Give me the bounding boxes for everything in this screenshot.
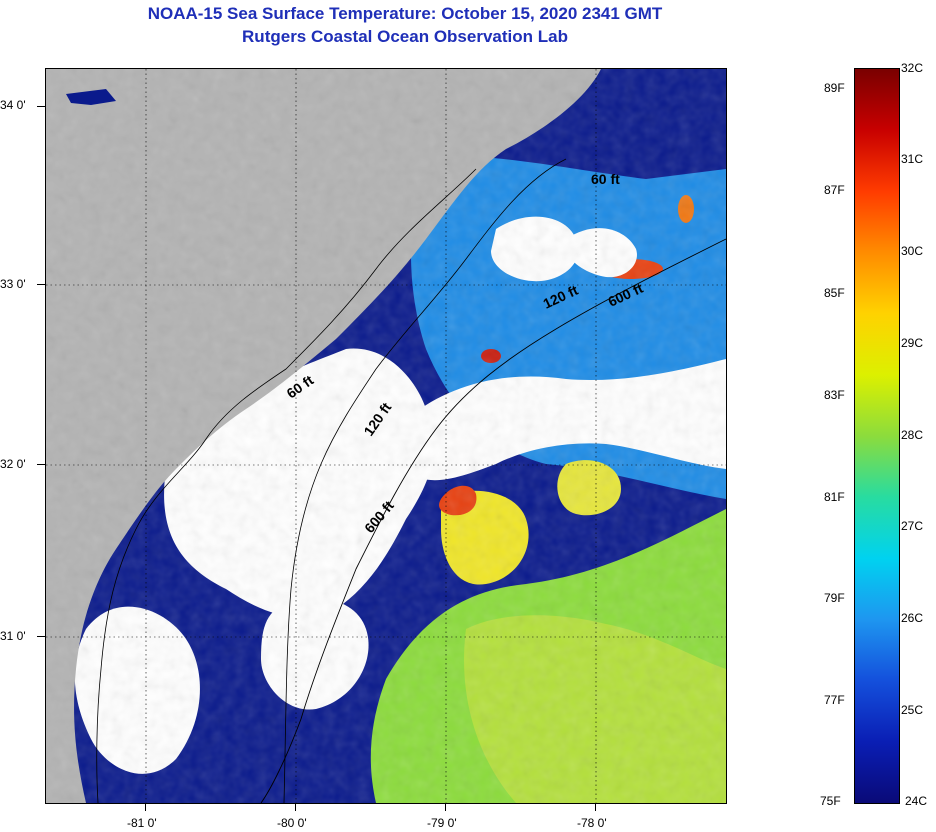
lat-label: 34 0' <box>0 98 26 112</box>
lat-tick <box>37 464 45 465</box>
lat-tick <box>37 284 45 285</box>
colorbar-f-label: 77F <box>824 693 845 707</box>
colorbar-f-label: 87F <box>824 183 845 197</box>
lat-label: 32 0' <box>0 457 26 471</box>
colorbar-c-label: 32C <box>901 61 924 75</box>
contour-120ft <box>283 158 567 803</box>
contour-600ft <box>260 238 726 803</box>
colorbar-c-label: 31C <box>901 152 924 166</box>
colorbar-f-label: 81F <box>824 490 845 504</box>
colorbar-c-label: 30C <box>901 244 924 258</box>
colorbar-c-label: 24C <box>905 794 928 808</box>
colorbar-c-label: 27C <box>901 519 924 533</box>
map-subtitle: Rutgers Coastal Ocean Observation Lab <box>242 27 568 46</box>
graticule <box>46 69 726 803</box>
lat-label: 33 0' <box>0 277 26 291</box>
lake <box>66 89 116 105</box>
lon-tick <box>145 803 146 811</box>
lon-tick <box>595 803 596 811</box>
lat-tick <box>37 636 45 637</box>
sst-map[interactable]: 60 ft 120 ft 600 ft 60 ft 120 ft 600 ft <box>45 68 727 804</box>
contour-60ft <box>96 168 477 803</box>
colorbar-f-label: 85F <box>824 286 845 300</box>
lon-tick <box>445 803 446 811</box>
temperature-colorbar <box>854 68 900 804</box>
colorbar-c-label: 25C <box>901 703 924 717</box>
lon-label: -79 0' <box>427 816 457 830</box>
colorbar-f-label: 83F <box>824 388 845 402</box>
lon-tick <box>295 803 296 811</box>
colorbar-f-label: 89F <box>824 81 845 95</box>
lon-label: -78 0' <box>577 816 607 830</box>
map-title: NOAA-15 Sea Surface Temperature: October… <box>147 4 663 23</box>
lat-tick <box>37 106 45 107</box>
texture-overlay <box>46 69 726 803</box>
lon-label: -80 0' <box>277 816 307 830</box>
contour-label: 60 ft <box>591 171 620 187</box>
lon-label: -81 0' <box>127 816 157 830</box>
lat-label: 31 0' <box>0 629 26 643</box>
colorbar-f-label: 75F <box>820 794 841 808</box>
colorbar-c-label: 28C <box>901 428 924 442</box>
colorbar-f-label: 79F <box>824 591 845 605</box>
colorbar-c-label: 29C <box>901 336 924 350</box>
sst-map-canvas: 60 ft 120 ft 600 ft 60 ft 120 ft 600 ft <box>46 69 726 803</box>
colorbar-c-label: 26C <box>901 611 924 625</box>
